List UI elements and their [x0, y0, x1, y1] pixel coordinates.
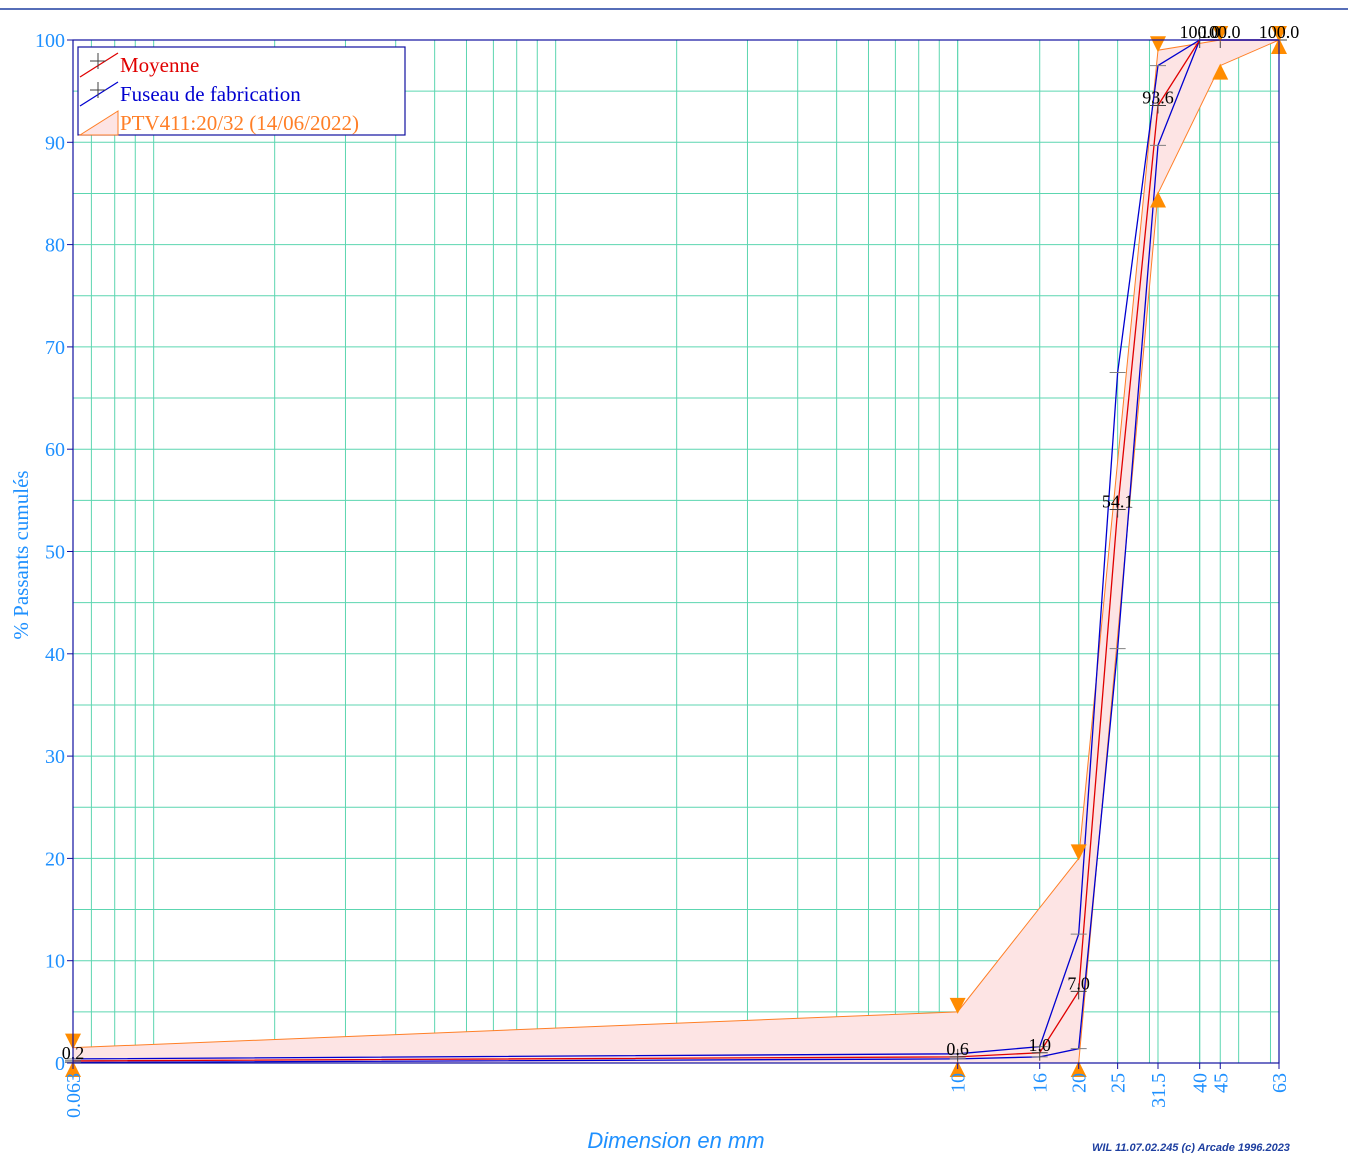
data-label: 1.0: [1028, 1035, 1051, 1055]
legend: Moyenne Fuseau de fabrication PTV411:20/32…: [77, 46, 406, 136]
x-tick-label: 20: [1069, 1073, 1091, 1093]
x-tick-label: 40: [1190, 1073, 1212, 1093]
copyright-text: WIL 11.07.02.245 (c) Arcade 1996.2023: [1092, 1142, 1290, 1153]
data-label: 100.0: [1200, 22, 1241, 42]
y-tick-label: 100: [35, 30, 65, 52]
ptv-band-fill: [73, 40, 1279, 1063]
data-label: 7.0: [1067, 973, 1090, 993]
ptv-upper-line: [72, 39, 1279, 1049]
data-label: 100.0: [1179, 22, 1220, 42]
bands: [73, 40, 1279, 1063]
y-tick-label: 10: [45, 951, 65, 973]
data-label: 100.0: [1259, 22, 1300, 42]
ptv-lower-marker: [1212, 63, 1229, 80]
ptv-upper-marker: [1212, 26, 1229, 42]
y-tick-label: 50: [45, 542, 65, 564]
y-tick-label: 20: [45, 848, 65, 870]
y-tick-label: 0: [55, 1053, 65, 1075]
ptv-upper-marker: [949, 997, 966, 1014]
data-label: 93.6: [1142, 87, 1174, 107]
legend-swatch-line: [79, 52, 119, 78]
legend-swatch-ptv: [78, 110, 119, 136]
data-label: 0.6: [946, 1039, 969, 1059]
legend-swatch-line: [79, 81, 119, 107]
y-tick-label: 60: [45, 439, 65, 461]
legend-fuseau: Fuseau de fabrication: [120, 82, 301, 106]
fuseau-upper-line: [72, 39, 1279, 1060]
y-tick-label: 40: [45, 644, 65, 666]
axes: 0 10 20 30 40 50 60 70 80 90 100 0.063 10 16 20 25 31.5 4…: [35, 30, 1291, 1118]
x-tick-label: 16: [1030, 1073, 1052, 1093]
grid: [72, 39, 1280, 1064]
legend-moyenne: Moyenne: [120, 53, 199, 77]
x-tick-label: 25: [1108, 1073, 1130, 1093]
y-tick-label: 70: [45, 337, 65, 359]
ptv-lower-marker: [1149, 191, 1166, 208]
legend-box: [77, 46, 406, 136]
x-tick-label: 10: [948, 1073, 970, 1093]
x-tick-label: 45: [1210, 1073, 1232, 1093]
x-tick-label: 31.5: [1148, 1073, 1170, 1108]
x-tick-label: 0.063: [63, 1073, 85, 1118]
x-axis-title: Dimension en mm: [587, 1128, 764, 1153]
ptv-upper-marker: [1271, 26, 1287, 42]
y-tick-label: 90: [45, 132, 65, 154]
y-tick-label: 80: [45, 235, 65, 257]
data-label: 54.1: [1102, 492, 1134, 512]
ptv-upper-marker: [1070, 844, 1087, 861]
legend-ptv: PTV411:20/32 (14/06/2022): [120, 111, 359, 135]
y-tick-label: 30: [45, 746, 65, 768]
x-tick-label: 63: [1269, 1073, 1291, 1093]
y-axis-title: % Passants cumulés: [9, 470, 33, 639]
